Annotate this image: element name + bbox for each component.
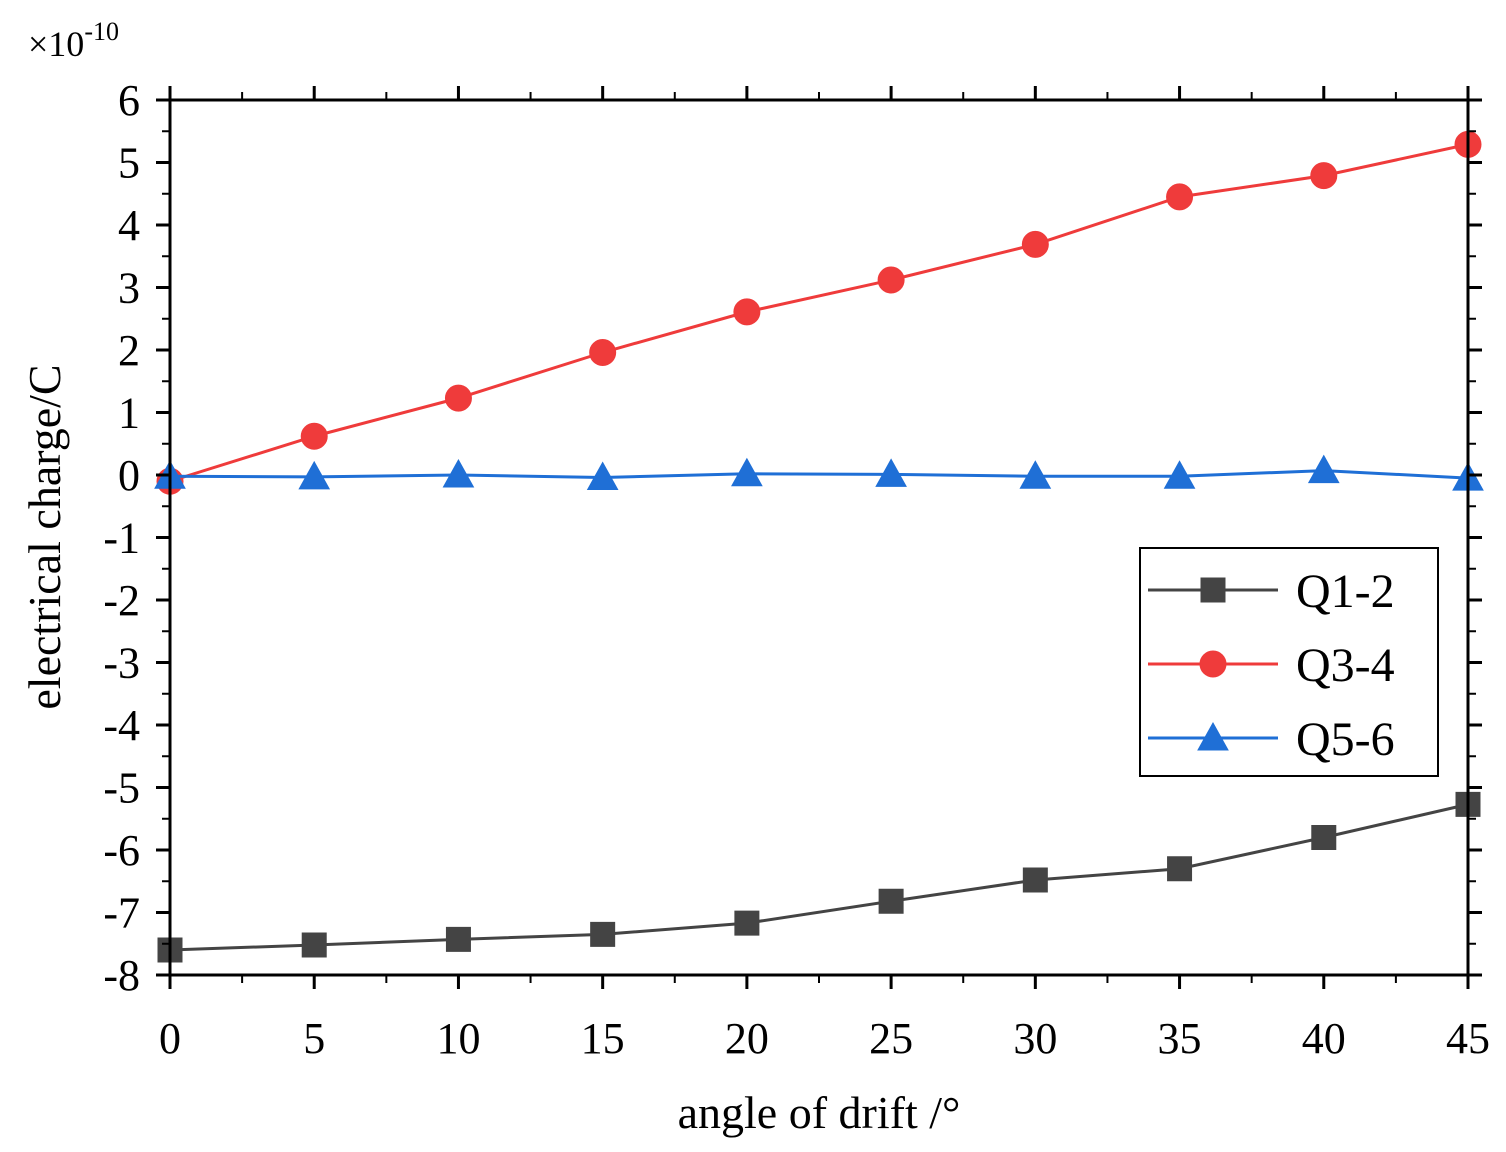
x-tick-label: 45 <box>1446 1014 1490 1063</box>
y-tick-label: -8 <box>103 951 140 1000</box>
y-axis-label: electrical charge/C <box>19 364 70 709</box>
legend-item: Q5-6 <box>1148 713 1395 766</box>
y-tick-label: -3 <box>103 639 140 688</box>
y-tick-label: 5 <box>118 139 140 188</box>
ticks-layer: 0 5 10 15 20 25 30 35 40 45-8-7-6-5-4-3-2-1012345… <box>103 76 1490 1063</box>
y-tick-label: 6 <box>118 76 140 125</box>
data-point <box>1019 460 1052 489</box>
x-axis-label: angle of drift /° <box>678 1087 961 1138</box>
y-tick-label: 0 <box>118 451 140 500</box>
data-point <box>442 458 475 488</box>
data-point <box>590 921 616 947</box>
y-tick-label: -2 <box>103 576 140 625</box>
y-multiplier-base: ×10 <box>28 24 84 64</box>
data-point <box>444 384 472 412</box>
series-Q5-6 <box>154 454 1484 491</box>
data-point <box>1022 867 1048 893</box>
data-point <box>586 461 619 490</box>
x-tick-label: 0 <box>159 1014 181 1063</box>
data-point <box>1167 856 1193 882</box>
x-tick-label: 35 <box>1158 1014 1202 1063</box>
legend-label: Q5-6 <box>1296 713 1395 766</box>
series-line <box>169 802 1469 952</box>
data-point <box>731 457 763 487</box>
data-point <box>301 932 327 958</box>
legend-label: Q1-2 <box>1296 565 1395 618</box>
legend: Q1-2 Q3-4 Q5-6 <box>1139 547 1439 777</box>
x-tick-label: 40 <box>1302 1014 1346 1063</box>
y-multiplier: ×10-10 <box>28 17 119 64</box>
data-point <box>300 422 328 450</box>
data-point <box>878 888 904 914</box>
y-tick-label: -5 <box>103 764 140 813</box>
data-point <box>1163 460 1196 489</box>
data-point <box>875 458 907 487</box>
legend-label: Q3-4 <box>1296 639 1395 692</box>
series-line <box>169 142 1469 483</box>
data-point <box>1021 230 1049 258</box>
data-point <box>298 460 331 490</box>
legend-item: Q1-2 <box>1148 565 1395 618</box>
series-layer <box>154 130 1484 963</box>
data-point <box>1311 825 1337 850</box>
y-tick-label: 3 <box>118 264 140 313</box>
x-tick-label: 30 <box>1013 1014 1057 1063</box>
data-point <box>1310 162 1338 190</box>
y-tick-label: -7 <box>103 889 140 938</box>
data-point <box>589 339 617 366</box>
series-line <box>169 469 1469 480</box>
x-tick-label: 15 <box>581 1014 625 1063</box>
data-point <box>1166 183 1194 211</box>
data-point <box>1307 454 1340 484</box>
data-point <box>877 266 905 294</box>
x-tick-label: 20 <box>725 1014 769 1063</box>
legend-item: Q3-4 <box>1148 639 1395 692</box>
legend-marker <box>1199 650 1227 678</box>
x-tick-label: 5 <box>303 1014 325 1063</box>
y-tick-label: 2 <box>118 326 140 375</box>
data-point <box>734 910 760 936</box>
legend-marker <box>1197 721 1229 751</box>
y-tick-label: -4 <box>103 701 140 750</box>
y-tick-label: -1 <box>103 514 140 563</box>
x-tick-label: 25 <box>869 1014 913 1063</box>
y-tick-label: 4 <box>118 201 140 250</box>
y-tick-label: 1 <box>118 389 140 438</box>
series-Q1-2 <box>157 791 1481 963</box>
y-multiplier-exponent: -10 <box>84 17 119 46</box>
data-point <box>733 298 761 326</box>
y-tick-label: -6 <box>103 826 140 875</box>
legend-marker <box>1200 577 1226 603</box>
x-tick-label: 10 <box>436 1014 480 1063</box>
data-point <box>445 926 471 952</box>
